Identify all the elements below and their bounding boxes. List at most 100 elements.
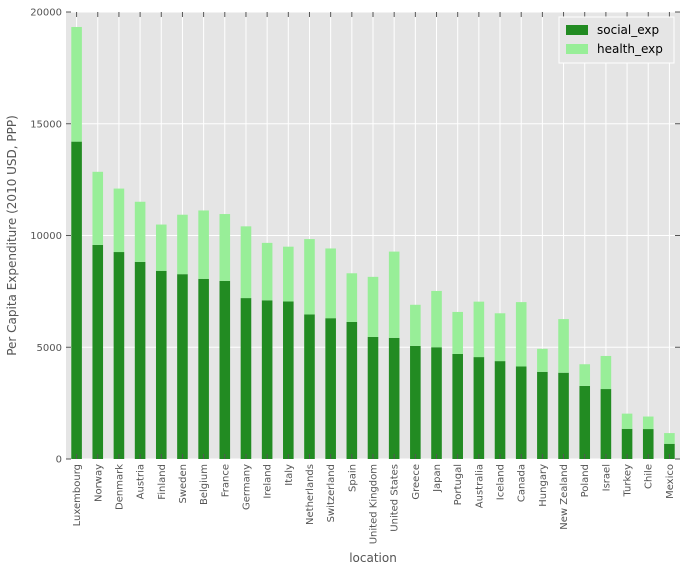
x-tick-label: Ireland	[263, 464, 274, 499]
bar-health-exp	[92, 171, 104, 245]
bar-health-exp	[261, 242, 273, 301]
bar-social-exp	[155, 270, 167, 459]
bar-health-exp	[473, 301, 485, 358]
bar-health-exp	[177, 214, 188, 275]
bar-health-exp	[515, 302, 527, 367]
y-tick-label: 15000	[30, 119, 62, 130]
bar-social-exp	[71, 141, 82, 459]
x-tick-label: Israel	[601, 464, 612, 491]
x-tick-label: United Kingdom	[369, 464, 380, 544]
x-tick-label: Sweden	[178, 464, 189, 504]
bar-social-exp	[494, 361, 506, 459]
x-tick-label: Canada	[517, 464, 528, 502]
x-tick-label: Greece	[411, 464, 422, 500]
x-tick-label: Mexico	[665, 464, 676, 499]
x-tick-label: Belgium	[199, 464, 210, 505]
x-axis-label: location	[349, 551, 397, 565]
bar-social-exp	[579, 385, 591, 459]
x-tick-label: Finland	[157, 464, 168, 500]
x-tick-label: Luxembourg	[72, 464, 83, 526]
legend-box	[558, 16, 675, 64]
bar-social-exp	[431, 347, 442, 459]
bar-social-exp	[537, 371, 548, 459]
legend-swatch	[566, 25, 588, 35]
bar-social-exp	[219, 280, 231, 459]
bar-health-exp	[410, 304, 421, 346]
bars-group	[71, 26, 675, 459]
y-tick-label: 0	[56, 455, 62, 466]
x-tick-label: Italy	[284, 464, 295, 486]
x-tick-label: Chile	[644, 464, 655, 489]
bar-health-exp	[346, 273, 358, 322]
bar-social-exp	[113, 252, 125, 459]
y-tick-label: 20000	[30, 8, 62, 19]
bar-health-exp	[621, 413, 633, 429]
x-tick-label: Turkey	[623, 464, 634, 498]
x-axis-ticks: Luxembourg Norway Denmark Austria Finland Swe…	[72, 12, 676, 544]
x-tick-label: Australia	[474, 464, 485, 508]
bar-health-exp	[155, 224, 167, 271]
legend: social_exp health_exp	[558, 16, 675, 64]
bar-health-exp	[431, 290, 442, 348]
bar-social-exp	[410, 345, 421, 459]
bar-health-exp	[494, 313, 506, 362]
x-tick-label: Japan	[432, 464, 443, 493]
bar-health-exp	[600, 355, 612, 390]
bar-health-exp	[664, 433, 675, 444]
bar-social-exp	[198, 278, 209, 459]
bar-health-exp	[367, 276, 379, 337]
x-tick-label: Germany	[241, 464, 252, 510]
bar-social-exp	[346, 321, 358, 459]
bar-social-exp	[92, 244, 104, 459]
bar-social-exp	[558, 372, 569, 459]
bar-health-exp	[283, 246, 294, 302]
bar-health-exp	[388, 251, 400, 338]
bar-social-exp	[473, 357, 485, 459]
bar-social-exp	[304, 314, 315, 459]
bar-social-exp	[325, 318, 336, 459]
bar-health-exp	[452, 311, 463, 354]
bar-health-exp	[558, 319, 569, 373]
bar-social-exp	[452, 353, 463, 459]
bar-health-exp	[325, 248, 336, 319]
x-tick-label: New Zealand	[559, 464, 570, 530]
x-tick-label: Spain	[347, 464, 358, 492]
bar-health-exp	[642, 416, 654, 430]
x-tick-label: Denmark	[114, 464, 125, 510]
y-tick-label: 5000	[37, 343, 62, 354]
x-tick-label: Norway	[93, 464, 104, 502]
bar-social-exp	[283, 301, 294, 459]
y-axis-ticks: 0 5000 10000 15000 20000	[30, 8, 680, 466]
bar-health-exp	[304, 239, 315, 315]
bar-social-exp	[388, 337, 400, 459]
legend-label: social_exp	[597, 23, 659, 37]
y-axis-label: Per Capita Expenditure (2010 USD, PPP)	[5, 115, 19, 356]
legend-swatch	[566, 44, 588, 54]
x-tick-label: Iceland	[496, 464, 507, 500]
bar-health-exp	[537, 348, 548, 372]
bar-social-exp	[240, 298, 252, 459]
bar-health-exp	[579, 364, 591, 386]
x-tick-label: United States	[390, 464, 401, 532]
x-tick-label: France	[220, 464, 231, 497]
x-tick-label: Austria	[136, 464, 147, 499]
bar-social-exp	[621, 428, 633, 459]
bar-health-exp	[113, 188, 125, 253]
bar-health-exp	[240, 226, 252, 299]
x-tick-label: Portugal	[453, 464, 464, 505]
x-tick-label: Netherlands	[305, 464, 316, 525]
bar-health-exp	[134, 201, 146, 262]
bar-social-exp	[664, 443, 675, 459]
bar-health-exp	[198, 210, 209, 279]
bar-health-exp	[219, 214, 231, 281]
bar-social-exp	[177, 274, 188, 459]
bar-social-exp	[515, 366, 527, 459]
bar-social-exp	[600, 389, 612, 459]
y-tick-label: 10000	[30, 231, 62, 242]
bar-social-exp	[261, 300, 273, 459]
bar-social-exp	[367, 336, 379, 459]
bar-social-exp	[642, 429, 654, 459]
legend-label: health_exp	[597, 42, 663, 56]
bar-social-exp	[134, 261, 146, 459]
